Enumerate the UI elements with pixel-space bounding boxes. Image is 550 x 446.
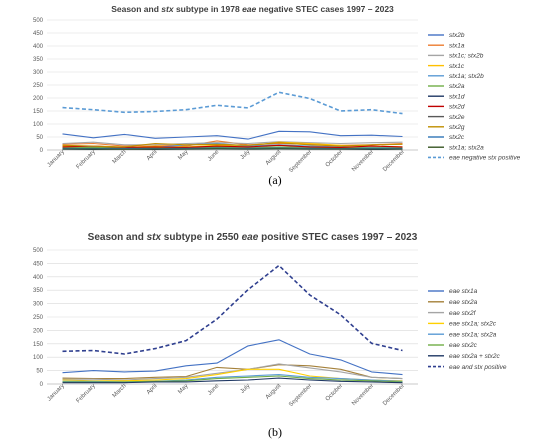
x-tick-label: February: [76, 149, 97, 170]
series-line: [62, 130, 403, 140]
chart-title-part: Season and: [111, 4, 161, 14]
legend-entry: stx2e: [449, 114, 465, 121]
legend-entry: eae stx2a + stx2c: [449, 353, 501, 360]
y-tick-label: 350: [33, 57, 44, 63]
x-tick-label: March: [112, 383, 128, 399]
x-tick-label: May: [177, 149, 189, 161]
series-line: [62, 148, 403, 150]
chart-title-part: stx: [147, 232, 162, 243]
x-tick-label: June: [207, 149, 221, 163]
x-tick-label: August: [265, 149, 283, 167]
panel-caption: (a): [268, 173, 281, 187]
series-line: [62, 141, 403, 146]
chart-title-part: Season and: [88, 232, 147, 243]
x-tick-label: January: [47, 149, 66, 168]
chart-title-part: positive STEC cases 1997 – 2023: [258, 232, 417, 243]
x-tick-label: March: [112, 149, 128, 165]
y-tick-label: 50: [36, 135, 43, 141]
chart-title-part: eae: [242, 4, 256, 14]
x-tick-label: May: [177, 383, 189, 395]
series-line: [62, 146, 403, 149]
legend-entry: eae stx2c: [449, 342, 478, 349]
chart-a: Season and stx subtype in 1978 eae negat…: [33, 4, 521, 187]
series-line: [62, 377, 403, 384]
panel-caption: (b): [268, 425, 282, 439]
y-tick-label: 100: [33, 355, 44, 361]
legend-entry: stx1c: [449, 63, 465, 70]
series-line: [62, 363, 403, 381]
y-tick-label: 200: [33, 96, 44, 102]
y-tick-label: 300: [33, 70, 44, 76]
y-tick-label: 100: [33, 122, 44, 128]
legend-entry: stx1a; stx2b: [449, 73, 484, 80]
y-tick-label: 150: [33, 342, 44, 348]
x-tick-label: September: [288, 149, 313, 174]
legend-entry: stx1c; stx2b: [449, 53, 484, 60]
legend-entry: stx2d: [449, 104, 465, 111]
y-tick-label: 500: [33, 248, 44, 254]
series-line: [62, 264, 403, 355]
y-tick-label: 250: [33, 315, 44, 321]
y-tick-label: 300: [33, 302, 44, 308]
y-tick-label: 350: [33, 288, 44, 294]
y-tick-label: 0: [40, 382, 44, 388]
y-tick-label: 400: [33, 275, 44, 281]
x-tick-label: December: [382, 149, 406, 173]
x-tick-label: July: [240, 149, 252, 161]
legend-entry: stx2c: [449, 134, 465, 141]
x-tick-label: November: [351, 149, 375, 173]
y-tick-label: 0: [40, 148, 44, 154]
x-tick-label: November: [351, 383, 375, 407]
x-tick-label: October: [325, 383, 344, 402]
y-tick-label: 450: [33, 261, 44, 267]
chart-title: Season and stx subtype in 2550 eae posit…: [88, 232, 418, 243]
legend-entry: stx1a; stx2a: [449, 144, 484, 151]
chart-title: Season and stx subtype in 1978 eae negat…: [111, 4, 394, 14]
y-tick-label: 200: [33, 328, 44, 334]
x-tick-label: January: [47, 383, 66, 402]
series-line: [62, 364, 403, 380]
series-line: [62, 142, 403, 148]
y-tick-label: 500: [33, 18, 44, 24]
legend-entry: stx2g: [449, 124, 465, 131]
legend-entry: eae stx1a; stx2a: [449, 331, 497, 338]
legend-entry: eae stx1a: [449, 288, 478, 295]
x-tick-label: April: [146, 383, 159, 396]
x-tick-label: December: [382, 383, 406, 407]
series-line: [62, 375, 403, 383]
y-tick-label: 450: [33, 31, 44, 37]
chart-title-part: stx: [161, 4, 175, 14]
x-tick-label: April: [146, 149, 159, 162]
x-tick-label: June: [207, 383, 221, 397]
legend-entry: eae stx1a; stx2c: [449, 321, 497, 328]
x-tick-label: July: [240, 383, 252, 395]
series-line: [62, 91, 403, 115]
chart-title-part: subtype in 1978: [174, 4, 243, 14]
y-tick-label: 50: [36, 369, 43, 375]
x-tick-label: August: [265, 383, 283, 401]
x-tick-label: October: [325, 149, 344, 168]
x-tick-label: February: [76, 383, 97, 404]
chart-b: Season and stx subtype in 2550 eae posit…: [33, 232, 507, 439]
series-line: [62, 339, 403, 376]
chart-title-part: subtype in 2550: [161, 232, 242, 243]
y-tick-label: 150: [33, 109, 44, 115]
legend-entry: eae stx2a: [449, 299, 478, 306]
y-tick-label: 400: [33, 44, 44, 50]
legend-entry: eae stx2f: [449, 310, 477, 317]
legend-entry: stx2b: [449, 32, 465, 39]
legend-entry: stx1a: [449, 42, 465, 49]
legend-entry: stx1d: [449, 93, 465, 100]
chart-title-part: eae: [242, 232, 259, 243]
y-tick-label: 250: [33, 83, 44, 89]
chart-title-part: negative STEC cases 1997 – 2023: [256, 4, 394, 14]
legend-entry: eae and stx positive: [449, 364, 507, 371]
x-tick-label: September: [288, 383, 313, 408]
legend-entry: eae negative stx positive: [449, 155, 521, 162]
legend-entry: stx2a: [449, 83, 465, 90]
